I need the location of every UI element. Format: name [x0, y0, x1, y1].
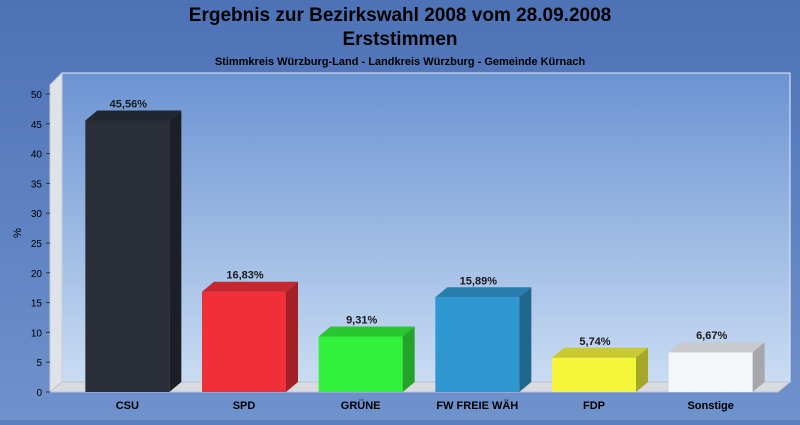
bar-front [318, 336, 403, 392]
y-tick-label: 0 [36, 388, 42, 399]
y-tick-label: 30 [31, 209, 43, 220]
bar-side-face [752, 342, 765, 392]
bar-top-face [668, 342, 765, 353]
chart-subtitle: Stimmkreis Würzburg-Land - Landkreis Wür… [215, 56, 586, 68]
x-tick-label: SPD [233, 400, 256, 412]
bar-top-face [435, 287, 532, 298]
bars-group: 45,56% 16,83% 9,31% 15,89% 5,74% 6,67% [85, 98, 765, 392]
chart-title-line2: Erststimmen [342, 29, 457, 50]
bar-top-face [318, 326, 415, 337]
y-tick-label: 40 [31, 150, 43, 161]
y-tick-label: 35 [31, 179, 43, 190]
bar-front [202, 291, 286, 392]
bar-fdp: 5,74% [552, 336, 648, 392]
bar-top-face [85, 110, 182, 121]
bar-value-label: 6,67% [696, 330, 727, 342]
bar-value-label: 16,83% [226, 270, 264, 282]
x-tick-label: GRÜNE [341, 399, 381, 412]
y-axis-label: % [12, 228, 24, 238]
bar-csu: 45,56% [85, 98, 182, 392]
plot-left-wall [49, 71, 63, 394]
bar-front [552, 357, 636, 392]
bar-side-face [519, 287, 532, 392]
y-tick-label: 5 [36, 358, 42, 369]
bar-top-face [552, 347, 648, 358]
x-tick-label: CSU [116, 400, 139, 412]
y-axis-ticks: 0 5 10 15 20 25 30 35 40 45 50 [31, 90, 50, 399]
x-tick-label: Sonstige [687, 400, 733, 412]
bar-side-face [169, 110, 182, 392]
y-tick-label: 45 [31, 120, 43, 131]
bar-spd: 16,83% [202, 270, 298, 392]
bar-value-label: 9,31% [346, 315, 377, 327]
bar-side-face [286, 281, 298, 392]
bar-value-label: 15,89% [460, 275, 498, 287]
x-axis-labels: CSU SPD GRÜNE FW FREIE WÄH FDP Sonstige [116, 399, 734, 412]
bar-value-label: 5,74% [579, 336, 610, 348]
bar-side-face [636, 347, 648, 392]
bar-front [85, 120, 170, 392]
bar-front [435, 297, 520, 392]
y-tick-label: 25 [31, 239, 43, 250]
bar-value-label: 45,56% [110, 98, 148, 110]
bar-side-face [402, 326, 415, 392]
bar-grüne: 9,31% [318, 315, 415, 392]
x-tick-label: FW FREIE WÄH [436, 399, 518, 412]
y-tick-label: 20 [31, 269, 43, 280]
x-tick-label: FDP [583, 400, 605, 412]
bar-top-face [202, 281, 298, 292]
y-tick-label: 15 [31, 299, 43, 310]
y-tick-label: 10 [31, 328, 43, 339]
bar-front [668, 352, 753, 392]
bar-fw-freie-wäh: 15,89% [435, 275, 532, 392]
bar-sonstige: 6,67% [668, 330, 765, 392]
y-tick-label: 50 [31, 90, 43, 101]
chart-title: Ergebnis zur Bezirkswahl 2008 vom 28.09.… [189, 5, 611, 26]
